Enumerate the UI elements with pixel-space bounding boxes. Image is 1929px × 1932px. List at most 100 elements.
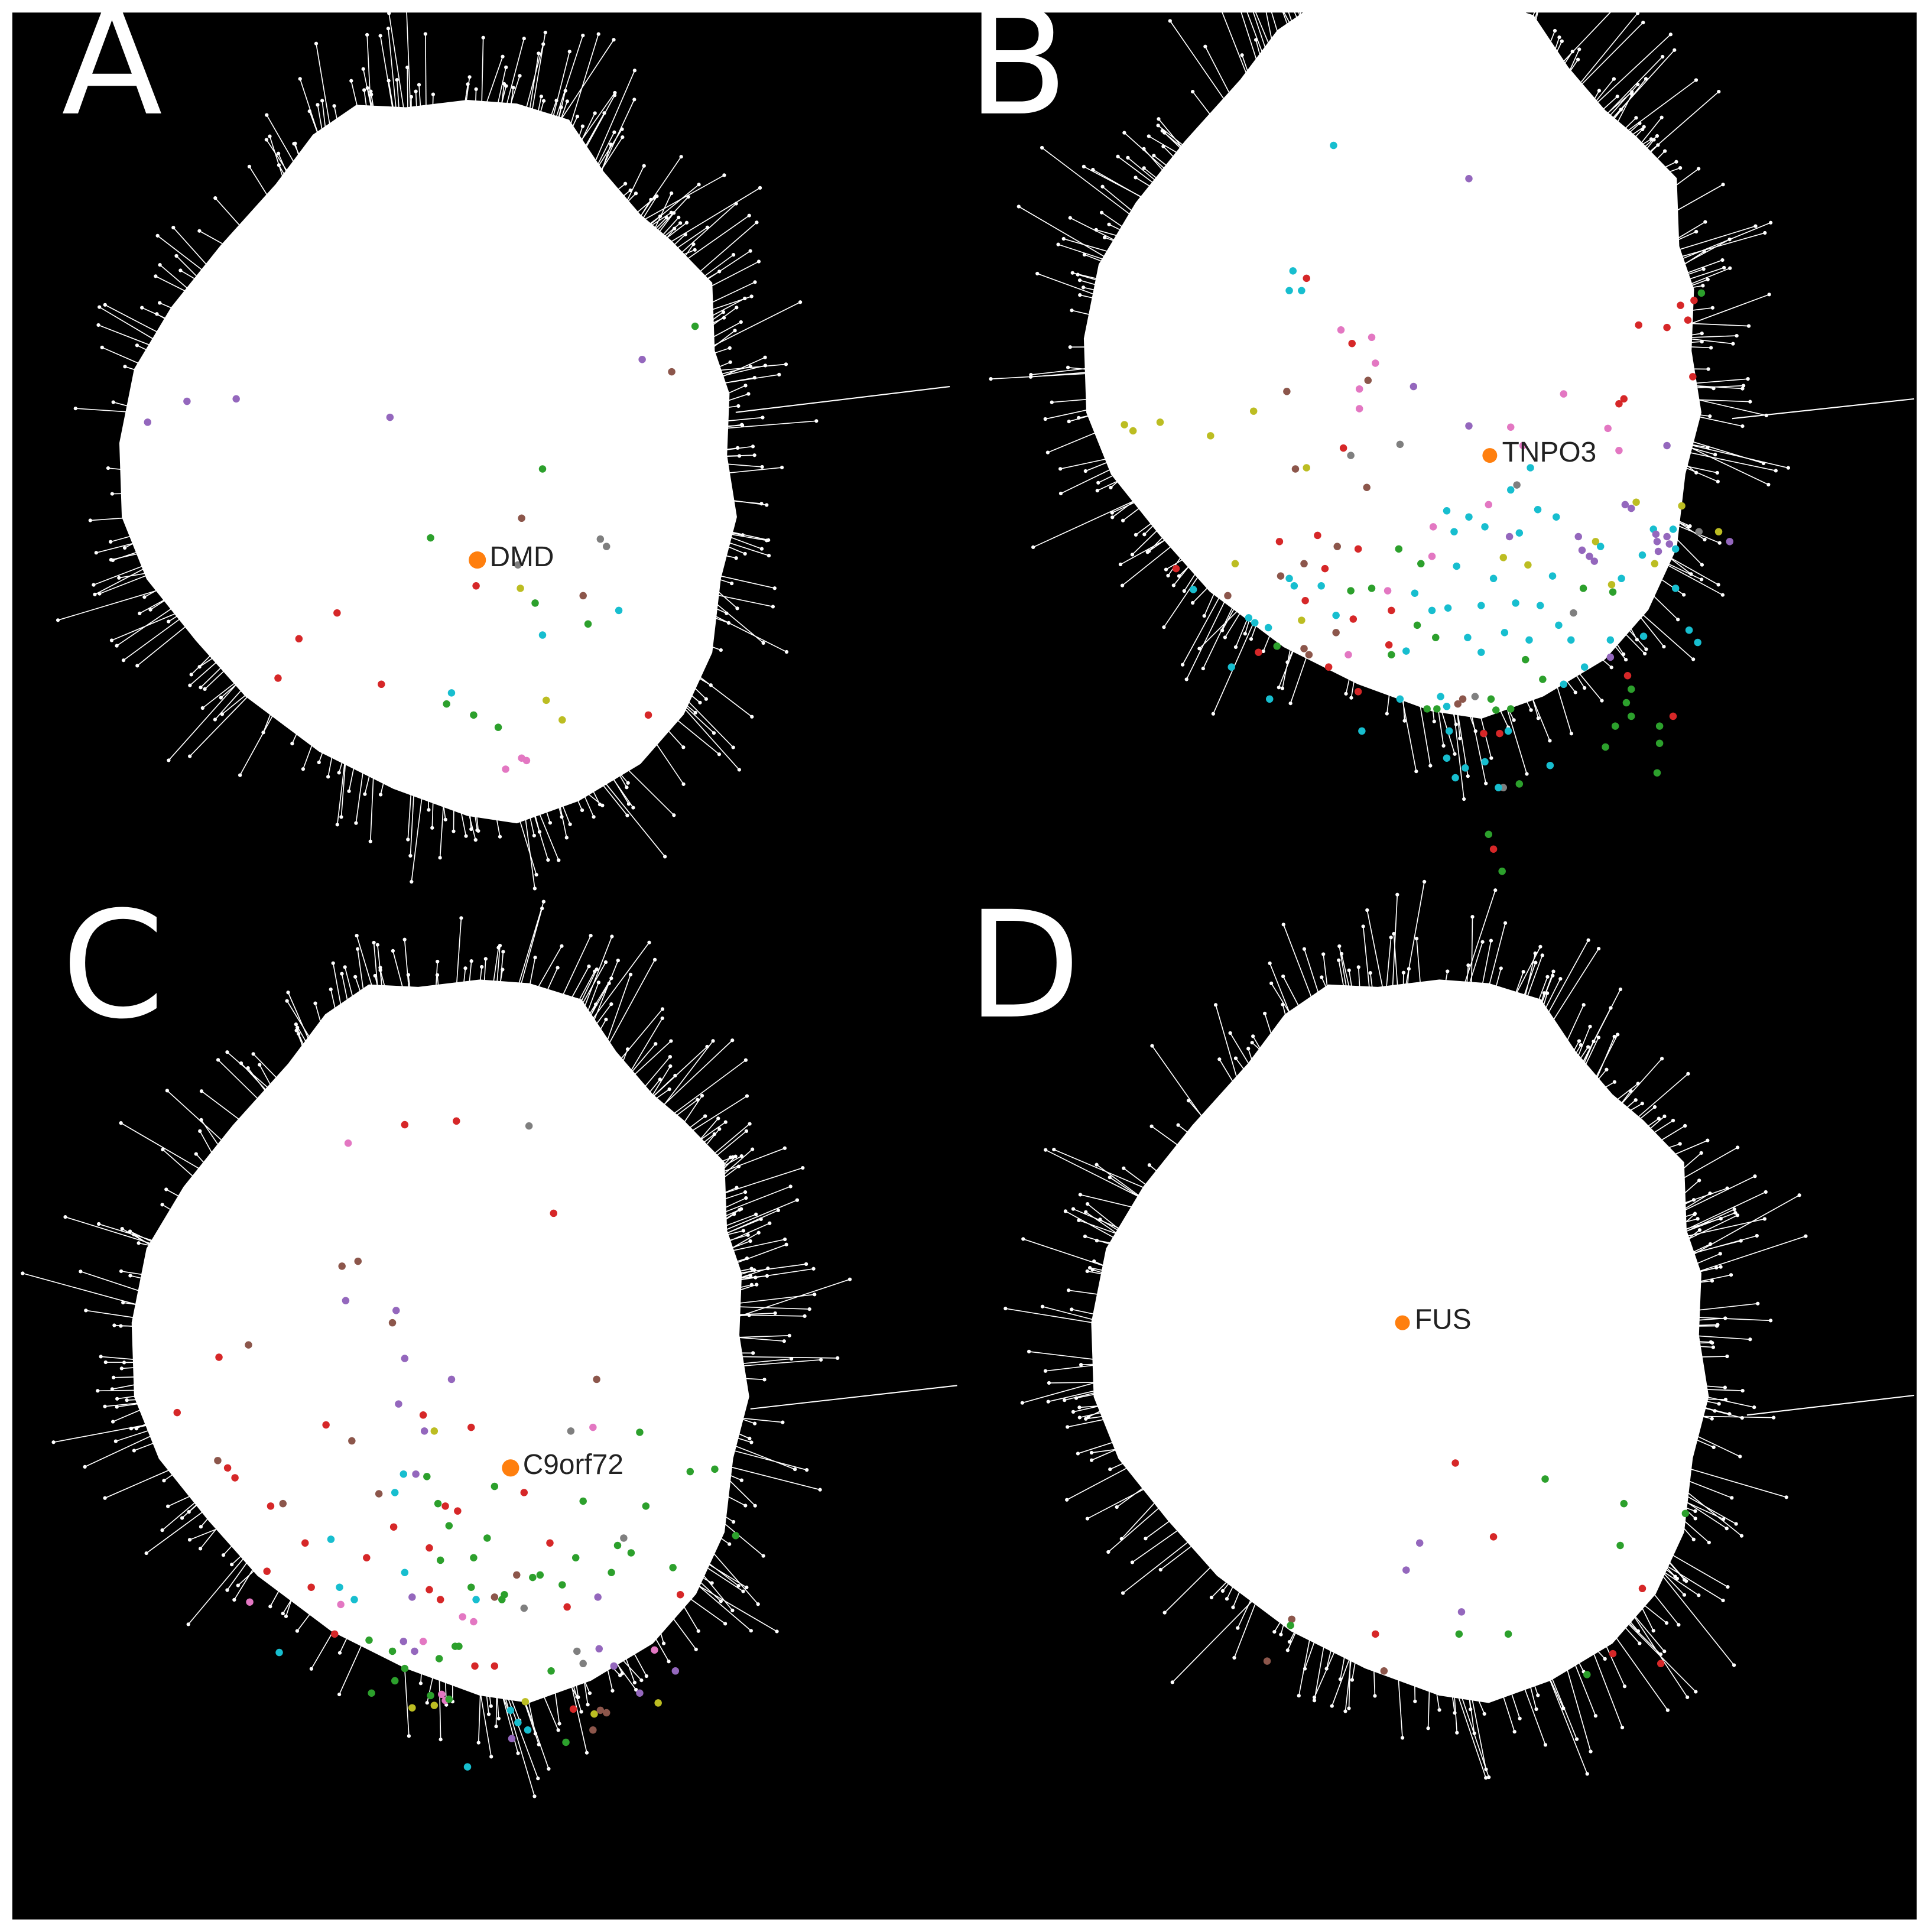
gene-node-cyan bbox=[1317, 582, 1325, 590]
gene-node-red bbox=[1635, 321, 1642, 329]
gene-node-cyan bbox=[1560, 680, 1567, 689]
peripheral-node bbox=[1748, 400, 1752, 404]
gene-node-cyan bbox=[1428, 606, 1436, 615]
peripheral-node bbox=[761, 1554, 765, 1558]
peripheral-node bbox=[1269, 981, 1274, 985]
peripheral-node bbox=[1710, 1417, 1714, 1421]
peripheral-node bbox=[736, 1164, 741, 1168]
gene-node-green bbox=[1432, 634, 1440, 641]
peripheral-node bbox=[1682, 1593, 1687, 1597]
gene-node-red bbox=[389, 1523, 398, 1531]
peripheral-node bbox=[290, 742, 294, 746]
peripheral-node bbox=[1620, 1725, 1625, 1730]
peripheral-node bbox=[1706, 445, 1710, 450]
peripheral-node bbox=[1209, 1595, 1214, 1600]
peripheral-node bbox=[430, 826, 434, 830]
peripheral-node bbox=[1723, 1316, 1727, 1320]
peripheral-node bbox=[1603, 1657, 1607, 1661]
peripheral-node bbox=[216, 1058, 220, 1062]
gene-node-red bbox=[454, 1507, 462, 1515]
peripheral-node bbox=[1660, 54, 1665, 59]
peripheral-node bbox=[1040, 145, 1044, 150]
gene-node-red bbox=[1388, 606, 1395, 615]
peripheral-node bbox=[276, 151, 281, 155]
gene-node-cyan bbox=[336, 1583, 343, 1591]
peripheral-node bbox=[728, 346, 732, 350]
peripheral-node bbox=[1686, 1071, 1690, 1076]
peripheral-node bbox=[1081, 285, 1086, 290]
peripheral-node bbox=[1249, 637, 1253, 641]
gene-node-green bbox=[1628, 685, 1635, 693]
peripheral-node bbox=[123, 365, 127, 369]
peripheral-node bbox=[1612, 77, 1616, 81]
peripheral-node bbox=[625, 785, 629, 790]
peripheral-node bbox=[736, 1584, 741, 1588]
peripheral-node bbox=[51, 1440, 56, 1444]
peripheral-node bbox=[1236, 1626, 1240, 1630]
peripheral-node bbox=[716, 1116, 720, 1121]
peripheral-node bbox=[813, 1293, 817, 1297]
peripheral-node bbox=[748, 364, 753, 369]
gene-node-red bbox=[1496, 729, 1503, 738]
gene-node-pink bbox=[459, 1613, 466, 1621]
peripheral-node bbox=[1525, 772, 1529, 776]
gene-node-purple bbox=[1606, 653, 1615, 661]
peripheral-node bbox=[734, 202, 738, 206]
peripheral-node bbox=[1225, 1597, 1229, 1601]
peripheral-node bbox=[1622, 1684, 1627, 1689]
peripheral-node bbox=[1426, 1726, 1430, 1730]
peripheral-node bbox=[679, 155, 683, 159]
peripheral-node bbox=[731, 745, 735, 749]
peripheral-node bbox=[543, 30, 547, 35]
peripheral-node bbox=[1040, 1304, 1045, 1308]
peripheral-node bbox=[1071, 1207, 1076, 1211]
peripheral-node bbox=[337, 1651, 342, 1655]
gene-node-red bbox=[307, 1583, 315, 1591]
peripheral-node bbox=[564, 836, 569, 840]
peripheral-node bbox=[753, 1504, 757, 1508]
peripheral-node bbox=[1545, 975, 1550, 979]
peripheral-node bbox=[476, 829, 480, 833]
gene-node-green bbox=[1504, 1630, 1512, 1638]
peripheral-node bbox=[1693, 1509, 1697, 1513]
peripheral-node bbox=[1713, 453, 1717, 457]
peripheral-node bbox=[164, 1187, 168, 1191]
peripheral-node bbox=[1712, 387, 1716, 391]
peripheral-node bbox=[733, 329, 737, 333]
gene-node-cyan bbox=[1512, 599, 1519, 607]
peripheral-node bbox=[501, 54, 505, 59]
peripheral-node bbox=[1662, 149, 1667, 153]
gene-node-cyan bbox=[1525, 636, 1533, 644]
peripheral-node bbox=[135, 664, 139, 668]
peripheral-node bbox=[1349, 696, 1353, 700]
peripheral-node bbox=[652, 957, 657, 962]
gene-node-purple bbox=[144, 418, 152, 426]
gene-node-pink bbox=[1485, 501, 1493, 509]
network-core bbox=[131, 979, 749, 1703]
gene-node-cyan bbox=[1546, 761, 1554, 769]
gene-node-green bbox=[1655, 722, 1664, 730]
peripheral-node bbox=[989, 377, 993, 381]
peripheral-node bbox=[1706, 277, 1710, 282]
peripheral-node bbox=[1268, 961, 1272, 966]
gene-node-olive bbox=[517, 585, 524, 592]
gene-node-green bbox=[1395, 545, 1403, 553]
gene-node-green bbox=[1498, 867, 1506, 875]
peripheral-node bbox=[97, 1222, 101, 1226]
peripheral-node bbox=[1756, 1301, 1760, 1306]
peripheral-node bbox=[639, 1678, 644, 1683]
peripheral-node bbox=[753, 280, 757, 284]
peripheral-node bbox=[1070, 271, 1074, 275]
gene-node-cyan bbox=[1495, 784, 1502, 791]
gene-node-green bbox=[435, 1655, 443, 1663]
peripheral-node bbox=[1540, 953, 1544, 957]
gene-node-brown bbox=[1263, 1657, 1271, 1665]
peripheral-node bbox=[1070, 1307, 1074, 1311]
gene-node-cyan bbox=[400, 1470, 408, 1478]
peripheral-node bbox=[1211, 712, 1216, 716]
peripheral-node bbox=[1231, 1605, 1235, 1609]
gene-node-red bbox=[644, 711, 652, 719]
peripheral-node bbox=[667, 1660, 671, 1664]
gene-node-green bbox=[1681, 1509, 1690, 1518]
peripheral-node bbox=[556, 966, 560, 970]
